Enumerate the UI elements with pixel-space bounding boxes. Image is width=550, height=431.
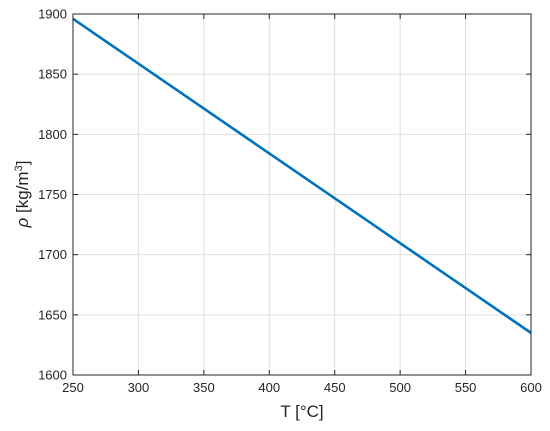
y-tick-label: 1800 (38, 127, 67, 142)
y-tick-label: 1650 (38, 307, 67, 322)
y-axis-label: ρ [kg/m3] (13, 161, 32, 229)
y-axis-unit-exponent: 3 (13, 165, 25, 171)
y-axis-symbol: ρ (13, 217, 32, 228)
x-tick-label: 350 (193, 380, 215, 395)
x-tick-label: 250 (62, 380, 84, 395)
y-axis-unit: [kg/m (13, 171, 32, 217)
ticks: 250 300 350 400 450 500 550 600 1600 1650 1700 1750… (38, 7, 542, 396)
x-tick-label: 300 (128, 380, 150, 395)
y-axis-unit-close: ] (13, 161, 32, 166)
x-tick-label: 400 (258, 380, 280, 395)
x-tick-label: 450 (324, 380, 346, 395)
y-tick-label: 1700 (38, 247, 67, 262)
density-series-line (72, 17, 532, 334)
y-tick-label: 1850 (38, 67, 67, 82)
x-tick-label: 550 (455, 380, 477, 395)
x-tick-label: 500 (389, 380, 411, 395)
y-tick-label: 1600 (38, 368, 67, 383)
y-tick-label: 1900 (38, 7, 67, 22)
series-group (72, 17, 532, 334)
x-tick-label: 600 (520, 380, 542, 395)
y-tick-label: 1750 (38, 187, 67, 202)
x-axis-label: T [°C] (280, 402, 323, 421)
